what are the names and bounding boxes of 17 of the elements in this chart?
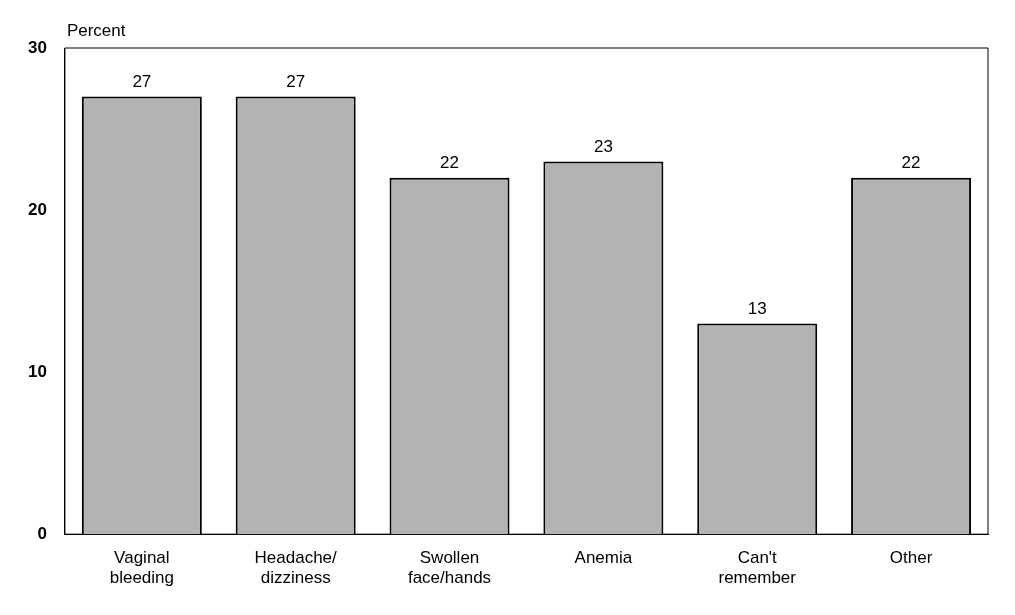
data-label: 13 — [747, 298, 767, 318]
data-label: 27 — [286, 71, 306, 91]
x-tick-label: Swollen face/hands — [407, 548, 492, 588]
data-label: 23 — [593, 136, 613, 156]
y-axis-title: Percent — [66, 21, 126, 41]
data-label: 22 — [440, 152, 459, 172]
y-tick-label: 0 — [37, 523, 47, 543]
x-tick-label: Vaginal bleeding — [109, 548, 174, 588]
data-label: 22 — [901, 152, 921, 172]
x-tick-label: Anemia — [574, 548, 633, 568]
y-tick-label: 10 — [27, 361, 47, 381]
data-label: 27 — [132, 71, 152, 91]
x-tick-label: Can't remember — [718, 548, 797, 588]
y-tick-label: 30 — [27, 37, 47, 57]
x-tick-label: Headache/ dizziness — [254, 548, 338, 588]
y-tick-label: 20 — [27, 199, 47, 219]
x-tick-label: Other — [889, 548, 933, 568]
